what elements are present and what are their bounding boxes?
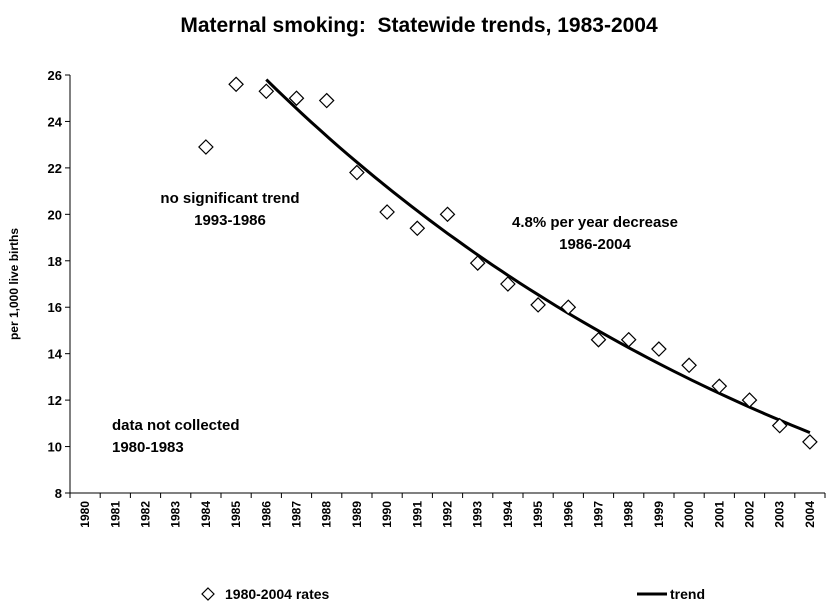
- chart-title: Maternal smoking: Statewide trends, 1983…: [180, 14, 658, 37]
- annotation: 4.8% per year decrease 1986-2004: [512, 214, 678, 253]
- x-tick-label: 1985: [229, 501, 243, 528]
- x-tick-label: 1992: [441, 501, 455, 528]
- legend-label-rates: 1980-2004 rates: [225, 586, 330, 602]
- annotation-line: no significant trend: [160, 190, 299, 207]
- x-tick-label: 1987: [290, 501, 304, 528]
- data-point: [651, 341, 667, 357]
- x-tick-label: 1999: [652, 501, 666, 528]
- x-tick-label: 1986: [259, 501, 273, 528]
- y-tick-label: 24: [48, 114, 63, 129]
- x-tick-label: 1997: [592, 501, 606, 528]
- y-tick-label: 20: [48, 207, 62, 222]
- x-tick-label: 1980: [78, 501, 92, 528]
- x-tick-label: 1989: [350, 501, 364, 528]
- x-axis-ticks: 1980 1981 1982 1983 1984 1985 1986 1987 1988 1989…: [69, 493, 826, 528]
- legend-label-trend: trend: [670, 586, 705, 602]
- data-point: [288, 90, 305, 107]
- data-point: [741, 392, 758, 408]
- data-point: [379, 204, 395, 220]
- data-point: [349, 164, 365, 181]
- annotation: no significant trend 1993-1986: [160, 190, 299, 229]
- x-tick-label: 1988: [320, 501, 334, 528]
- annotations: no significant trend 1993-1986 4.8% per ye…: [112, 190, 678, 456]
- x-tick-label: 2003: [773, 501, 787, 528]
- data-point: [500, 276, 516, 292]
- x-tick-label: 1995: [531, 501, 545, 528]
- axes: [69, 75, 825, 494]
- data-point: [258, 83, 275, 100]
- x-tick-label: 2004: [803, 501, 817, 528]
- data-point: [771, 417, 788, 434]
- x-tick-label: 1998: [622, 501, 636, 528]
- data-point: [318, 92, 335, 109]
- data-point: [620, 331, 637, 348]
- x-tick-label: 1996: [561, 501, 575, 528]
- data-point: [560, 299, 577, 316]
- y-tick-label: 8: [55, 486, 62, 501]
- x-tick-label: 1981: [108, 501, 122, 528]
- x-tick-label: 1984: [199, 501, 213, 528]
- data-point: [681, 357, 697, 374]
- trend-layer: [265, 78, 811, 434]
- x-tick-label: 1994: [501, 501, 515, 528]
- x-tick-label: 1982: [139, 501, 153, 528]
- data-points: [198, 76, 818, 450]
- y-tick-label: 14: [48, 347, 63, 362]
- data-point: [802, 434, 818, 450]
- x-tick-label: 1991: [410, 501, 424, 528]
- annotation-line: 4.8% per year decrease: [512, 214, 678, 231]
- data-point: [439, 206, 456, 223]
- annotation-line: 1993-1986: [194, 212, 266, 229]
- x-tick-label: 2000: [682, 501, 696, 528]
- annotation: data not collected 1980-1983: [112, 417, 240, 456]
- data-point: [228, 76, 244, 93]
- x-tick-label: 2001: [712, 501, 726, 528]
- annotation-line: data not collected: [112, 417, 240, 434]
- x-tick-label: 1990: [380, 501, 394, 528]
- x-tick-label: 1993: [471, 501, 485, 528]
- data-point: [530, 297, 546, 313]
- data-point: [469, 255, 486, 271]
- legend: 1980-2004 rates trend: [201, 586, 705, 602]
- y-tick-label: 12: [48, 393, 62, 408]
- y-tick-label: 16: [48, 300, 62, 315]
- y-tick-label: 26: [48, 68, 62, 83]
- y-axis-ticks: 8 10 12 14 16 18 20 22 24 26: [48, 68, 70, 501]
- annotation-line: 1986-2004: [559, 236, 631, 253]
- x-tick-label: 1983: [169, 501, 183, 528]
- data-point: [409, 220, 426, 237]
- y-axis-label: per 1,000 live births: [7, 228, 21, 340]
- data-point: [711, 378, 728, 395]
- annotation-line: 1980-1983: [112, 439, 184, 456]
- x-tick-label: 2002: [743, 501, 757, 528]
- y-tick-label: 18: [48, 254, 62, 269]
- legend-marker-rates: [201, 587, 215, 601]
- data-point: [590, 331, 607, 348]
- y-tick-label: 22: [48, 161, 62, 176]
- trend-line: [265, 78, 811, 434]
- y-tick-label: 10: [48, 440, 62, 455]
- data-point: [198, 139, 214, 155]
